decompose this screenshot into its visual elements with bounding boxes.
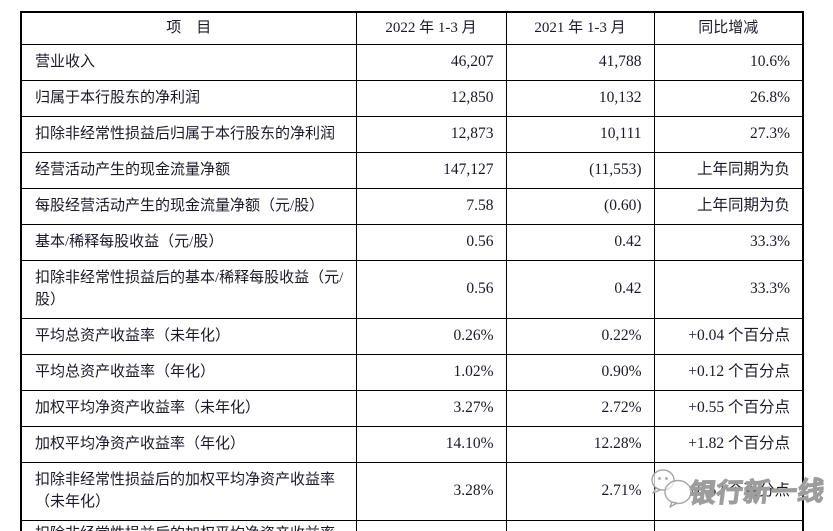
item-cell: 平均总资产收益率（未年化） bbox=[20, 318, 357, 355]
value-2021-cell: 0.42 bbox=[505, 260, 655, 319]
value-2021-cell: 10,132 bbox=[505, 80, 655, 117]
item-cell: 扣除非经常性损益后的加权平均净资产收益率（年化） bbox=[20, 520, 357, 531]
yoy-cell: 33.3% bbox=[653, 224, 804, 261]
value-2022-cell: 12,873 bbox=[355, 116, 507, 153]
value-2022-cell: 7.58 bbox=[355, 188, 507, 225]
yoy-cell: +0.55 个百分点 bbox=[653, 390, 804, 427]
table-header-row: 项 目 2022 年 1-3 月 2021 年 1-3 月 同比增减 bbox=[20, 11, 804, 45]
header-item: 项 目 bbox=[20, 11, 357, 45]
value-2021-cell: 10,111 bbox=[505, 116, 655, 153]
table-row: 扣除非经常性损益后的加权平均净资产收益率（未年化） 3.28% 2.71% +0… bbox=[20, 462, 804, 521]
header-2021: 2021 年 1-3 月 bbox=[505, 11, 655, 45]
value-2022-cell: 14.12% bbox=[355, 520, 507, 531]
yoy-cell: +1.86 个百分点 bbox=[653, 520, 804, 531]
item-cell: 扣除非经常性损益后的基本/稀释每股收益（元/股） bbox=[20, 260, 357, 319]
yoy-cell: +1.82 个百分点 bbox=[653, 426, 804, 463]
value-2021-cell: (11,553) bbox=[505, 152, 655, 189]
value-2022-cell: 3.28% bbox=[355, 462, 507, 521]
item-cell: 扣除非经常性损益后的加权平均净资产收益率（未年化） bbox=[20, 462, 357, 521]
value-2021-cell: 0.90% bbox=[505, 354, 655, 391]
value-2022-cell: 14.10% bbox=[355, 426, 507, 463]
item-cell: 加权平均净资产收益率（未年化） bbox=[20, 390, 357, 427]
item-cell: 经营活动产生的现金流量净额 bbox=[20, 152, 357, 189]
table-row: 归属于本行股东的净利润 12,850 10,132 26.8% bbox=[20, 80, 804, 117]
table-row: 扣除非经常性损益后归属于本行股东的净利润 12,873 10,111 27.3% bbox=[20, 116, 804, 153]
table-row: 平均总资产收益率（年化） 1.02% 0.90% +0.12 个百分点 bbox=[20, 354, 804, 391]
value-2021-cell: (0.60) bbox=[505, 188, 655, 225]
table-row: 每股经营活动产生的现金流量净额（元/股） 7.58 (0.60) 上年同期为负 bbox=[20, 188, 804, 225]
yoy-cell: 33.3% bbox=[653, 260, 804, 319]
item-cell: 扣除非经常性损益后归属于本行股东的净利润 bbox=[20, 116, 357, 153]
table-row: 加权平均净资产收益率（未年化） 3.27% 2.72% +0.55 个百分点 bbox=[20, 390, 804, 427]
table-row: 基本/稀释每股收益（元/股） 0.56 0.42 33.3% bbox=[20, 224, 804, 261]
value-2022-cell: 0.56 bbox=[355, 260, 507, 319]
item-cell: 每股经营活动产生的现金流量净额（元/股） bbox=[20, 188, 357, 225]
header-yoy: 同比增减 bbox=[653, 11, 804, 45]
value-2022-cell: 46,207 bbox=[355, 44, 507, 81]
yoy-cell: 26.8% bbox=[653, 80, 804, 117]
value-2022-cell: 3.27% bbox=[355, 390, 507, 427]
value-2022-cell: 0.56 bbox=[355, 224, 507, 261]
item-cell: 归属于本行股东的净利润 bbox=[20, 80, 357, 117]
table-row: 加权平均净资产收益率（年化） 14.10% 12.28% +1.82 个百分点 bbox=[20, 426, 804, 463]
value-2021-cell: 12.28% bbox=[505, 426, 655, 463]
value-2022-cell: 1.02% bbox=[355, 354, 507, 391]
yoy-cell: +0.04 个百分点 bbox=[653, 318, 804, 355]
header-2022: 2022 年 1-3 月 bbox=[355, 11, 507, 45]
item-cell: 加权平均净资产收益率（年化） bbox=[20, 426, 357, 463]
yoy-cell: 27.3% bbox=[653, 116, 804, 153]
value-2021-cell: 2.72% bbox=[505, 390, 655, 427]
table-row: 营业收入 46,207 41,788 10.6% bbox=[20, 44, 804, 81]
yoy-cell: 上年同期为负 bbox=[653, 188, 804, 225]
value-2021-cell: 12.26% bbox=[505, 520, 655, 531]
table-row: 扣除非经常性损益后的加权平均净资产收益率（年化） 14.12% 12.26% +… bbox=[20, 520, 804, 531]
financial-summary-table: 项 目 2022 年 1-3 月 2021 年 1-3 月 同比增减 营业收入 … bbox=[20, 11, 804, 531]
value-2021-cell: 0.22% bbox=[505, 318, 655, 355]
table-row: 平均总资产收益率（未年化） 0.26% 0.22% +0.04 个百分点 bbox=[20, 318, 804, 355]
value-2022-cell: 12,850 bbox=[355, 80, 507, 117]
value-2022-cell: 147,127 bbox=[355, 152, 507, 189]
value-2021-cell: 41,788 bbox=[505, 44, 655, 81]
table-row: 经营活动产生的现金流量净额 147,127 (11,553) 上年同期为负 bbox=[20, 152, 804, 189]
value-2022-cell: 0.26% bbox=[355, 318, 507, 355]
item-cell: 营业收入 bbox=[20, 44, 357, 81]
yoy-cell: 上年同期为负 bbox=[653, 152, 804, 189]
value-2021-cell: 2.71% bbox=[505, 462, 655, 521]
yoy-cell: +0.12 个百分点 bbox=[653, 354, 804, 391]
yoy-cell: +0.57 个百分点 bbox=[653, 462, 804, 521]
item-cell: 基本/稀释每股收益（元/股） bbox=[20, 224, 357, 261]
table-row: 扣除非经常性损益后的基本/稀释每股收益（元/股） 0.56 0.42 33.3% bbox=[20, 260, 804, 319]
value-2021-cell: 0.42 bbox=[505, 224, 655, 261]
yoy-cell: 10.6% bbox=[653, 44, 804, 81]
item-cell: 平均总资产收益率（年化） bbox=[20, 354, 357, 391]
